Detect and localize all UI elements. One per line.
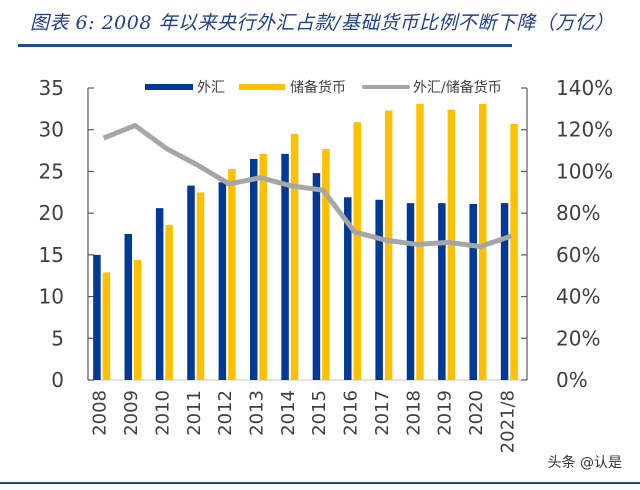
x-tick-label: 2011 (184, 390, 205, 436)
legend-fx-label: 外汇 (197, 80, 225, 96)
legend-ratio-swatch (362, 85, 410, 89)
bar-fx (375, 199, 383, 380)
bar-base-money (196, 192, 205, 380)
x-tick-label: 2020 (466, 390, 487, 436)
x-tick-label: 2017 (372, 390, 393, 436)
left-tick-label: 35 (39, 76, 64, 100)
x-tick-label: 2010 (152, 390, 173, 436)
bar-fx (500, 203, 509, 380)
bar-base-money (384, 110, 393, 381)
left-tick-label: 25 (39, 159, 64, 183)
legend-ratio-label: 外汇/储备货币 (413, 79, 502, 96)
bottom-divider (0, 482, 640, 484)
right-tick-label: 140% (556, 76, 613, 100)
bar-base-money (478, 103, 487, 380)
bar-base-money (134, 259, 142, 380)
title-divider (18, 44, 512, 47)
bar-base-money (228, 168, 236, 380)
right-tick-label: 100% (556, 159, 613, 183)
legend-fx-swatch (145, 84, 193, 90)
right-axis: 0% 20% 40% 60% 80% 100% 120% 140% (521, 76, 613, 392)
bar-base-money (290, 133, 299, 380)
bar-fx (469, 203, 477, 380)
right-tick-label: 120% (556, 118, 613, 142)
right-tick-label: 40% (556, 285, 600, 309)
bar-base-money (322, 148, 330, 380)
left-tick-label: 30 (39, 118, 64, 142)
bar-fx (406, 203, 415, 380)
bar-fx (281, 153, 289, 380)
right-tick-label: 0% (556, 368, 588, 392)
x-tick-label: 2021/8 (497, 390, 518, 453)
bar-base-money (259, 153, 267, 380)
left-tick-label: 10 (39, 285, 64, 309)
bar-fx (438, 203, 446, 380)
x-tick-label: 2014 (278, 390, 299, 436)
x-tick-label: 2008 (90, 390, 111, 436)
ratio-line-path (102, 123, 513, 250)
ratio-line (102, 123, 513, 250)
x-tick-label: 2012 (215, 390, 236, 436)
legend-base-money-swatch (239, 84, 285, 90)
bar-fx (312, 173, 321, 380)
chart-title: 图表 6: 2008 年以来央行外汇占款/基础货币比例不断下降（万亿） (30, 12, 614, 34)
x-tick-label: 2018 (403, 390, 424, 436)
x-axis-labels: 2008 2009 2010 2011 2012 2013 2014 2015 2016 2017… (90, 390, 519, 453)
legend-base-money-label: 储备货币 (290, 79, 346, 96)
left-tick-label: 15 (39, 243, 64, 267)
left-axis: 0 5 10 15 20 25 30 35 (39, 76, 527, 392)
left-tick-label: 20 (39, 201, 64, 225)
bar-base-money (510, 123, 518, 381)
x-tick-label: 2013 (246, 390, 267, 436)
bar-base-money (353, 122, 362, 380)
x-tick-label: 2016 (341, 390, 362, 436)
watermark: 头条 @认是 (547, 455, 622, 471)
bar-fx (155, 208, 164, 380)
left-tick-label: 0 (51, 368, 64, 392)
bar-fx (124, 234, 133, 380)
x-tick-label: 2019 (435, 390, 456, 436)
right-tick-label: 60% (556, 243, 600, 267)
left-tick-label: 5 (51, 326, 64, 350)
bar-base-money (165, 224, 173, 380)
chart: 0 5 10 15 20 25 30 35 0% 20% 40% 60% 80% 100% 120% 140… (39, 76, 614, 453)
bar-base-money (102, 272, 111, 380)
bar-fx (249, 158, 258, 380)
bar-fx (93, 254, 101, 380)
bar-fx (218, 182, 227, 380)
right-tick-label: 80% (556, 201, 600, 225)
bar-fx (187, 185, 195, 380)
bar-fx (344, 197, 352, 380)
x-tick-label: 2009 (121, 390, 142, 436)
right-tick-label: 20% (556, 326, 600, 350)
x-tick-label: 2015 (309, 390, 330, 436)
legend: 外汇 储备货币 外汇/储备货币 (145, 79, 502, 96)
